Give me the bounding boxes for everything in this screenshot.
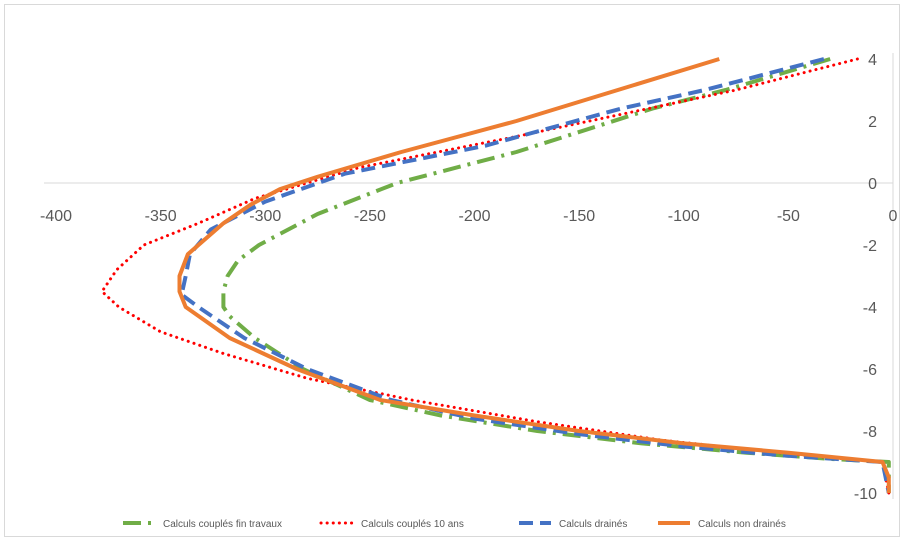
x-tick-label: -300 (249, 208, 281, 225)
series-line-1 (221, 57, 891, 493)
series-line-2 (100, 57, 891, 495)
x-tick-label: -100 (668, 208, 700, 225)
y-tick-label: -2 (863, 238, 877, 255)
series-line-4 (177, 57, 891, 493)
x-tick-label: -200 (458, 208, 490, 225)
legend: Calculs couplés fin travaux Calculs coupl… (123, 519, 786, 530)
legend-label: Calculs couplés fin travaux (163, 519, 282, 530)
legend-label: Calculs non drainés (698, 519, 786, 530)
y-tick-label: -8 (863, 424, 877, 441)
y-tick-label: -4 (863, 300, 877, 317)
x-tick-label: -400 (40, 208, 72, 225)
series-line-3 (179, 57, 891, 494)
series-layer (100, 57, 891, 495)
x-tick-label: -150 (563, 208, 595, 225)
legend-label: Calculs drainés (559, 519, 627, 530)
axes: -400 -350 -300 -250 -200 -150 -100 -50 0 4 2 0 -2 -4 -… (40, 52, 898, 503)
y-tick-label: -10 (854, 486, 877, 503)
y-tick-label: 2 (868, 114, 877, 131)
y-tick-label: 4 (868, 52, 877, 69)
x-tick-label: 0 (889, 208, 898, 225)
x-tick-label: -50 (777, 208, 800, 225)
legend-label: Calculs couplés 10 ans (361, 519, 464, 530)
y-tick-label: -6 (863, 362, 877, 379)
x-tick-label: -250 (354, 208, 386, 225)
x-tick-label: -350 (145, 208, 177, 225)
y-tick-label: 0 (868, 176, 877, 193)
